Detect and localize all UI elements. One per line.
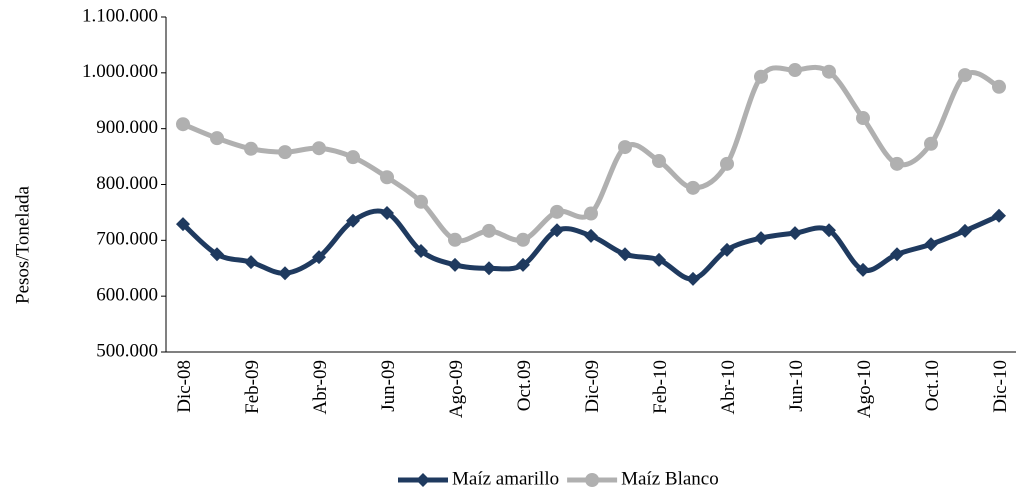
point-marker [244, 141, 258, 156]
x-tick-label: Oct.10 [922, 360, 943, 411]
point-marker [958, 223, 972, 238]
x-tick-label: Dic-08 [174, 360, 195, 413]
point-marker [788, 63, 802, 78]
point-marker [618, 140, 632, 155]
point-marker [788, 226, 802, 241]
point-marker [278, 266, 292, 281]
point-marker [414, 194, 428, 209]
point-marker [210, 247, 224, 262]
point-marker [584, 206, 598, 221]
point-marker [822, 64, 836, 79]
point-marker [890, 247, 904, 262]
point-marker [686, 180, 700, 195]
point-marker [482, 223, 496, 238]
point-marker [516, 232, 530, 247]
y-tick-label: 900.000 [96, 117, 158, 138]
point-marker [278, 145, 292, 160]
point-marker [448, 232, 462, 247]
point-marker [346, 150, 360, 165]
point-marker [550, 204, 564, 219]
x-tick-label: Dic-09 [582, 360, 603, 413]
point-marker [312, 141, 326, 156]
point-marker [414, 243, 428, 258]
x-tick-label: Dic-10 [990, 360, 1011, 413]
legend-marker [416, 473, 430, 487]
legend-marker [585, 473, 600, 487]
y-tick-label: 700.000 [96, 229, 158, 250]
point-marker [550, 223, 564, 238]
legend-label: Maíz Blanco [621, 468, 719, 489]
point-marker [448, 257, 462, 272]
point-marker [380, 170, 394, 185]
point-marker [176, 217, 190, 232]
x-tick-label: Abr-10 [718, 360, 739, 415]
y-tick-label: 1.100.000 [82, 5, 158, 26]
point-marker [652, 252, 666, 267]
point-marker [176, 117, 190, 132]
point-marker [924, 237, 938, 252]
x-tick-label: Feb-10 [650, 360, 671, 414]
point-marker [856, 111, 870, 126]
point-marker [584, 228, 598, 243]
y-tick-label: 800.000 [96, 173, 158, 194]
point-marker [516, 257, 530, 272]
x-tick-label: Jun-10 [786, 360, 807, 412]
x-tick-label: Oct.09 [514, 360, 535, 411]
point-marker [244, 255, 258, 270]
point-marker [720, 242, 734, 257]
point-marker [992, 79, 1006, 94]
y-tick-label: 500.000 [96, 340, 158, 361]
point-marker [890, 156, 904, 171]
point-marker [924, 136, 938, 151]
point-marker [482, 261, 496, 276]
point-marker [652, 154, 666, 169]
point-marker [958, 68, 972, 83]
point-marker [618, 247, 632, 262]
y-tick-label: 1.000.000 [82, 61, 158, 82]
series-line [181, 208, 1001, 282]
point-marker [312, 250, 326, 265]
point-marker [754, 69, 768, 84]
point-marker [754, 231, 768, 246]
point-marker [346, 213, 360, 228]
legend-label: Maíz amarillo [452, 468, 559, 489]
x-tick-label: Jun-09 [378, 360, 399, 412]
y-axis-title: Pesos/Tonelada [12, 185, 33, 303]
y-tick-label: 600.000 [96, 285, 158, 306]
x-tick-label: Feb-09 [242, 360, 263, 414]
point-marker [686, 271, 700, 286]
point-marker [822, 223, 836, 238]
point-marker [210, 131, 224, 146]
x-tick-label: Ago-09 [446, 360, 467, 418]
x-tick-label: Abr-09 [310, 360, 331, 415]
point-marker [856, 262, 870, 277]
point-marker [380, 205, 394, 220]
point-marker [992, 208, 1006, 223]
point-marker [720, 156, 734, 171]
x-tick-label: Ago-10 [854, 360, 875, 418]
